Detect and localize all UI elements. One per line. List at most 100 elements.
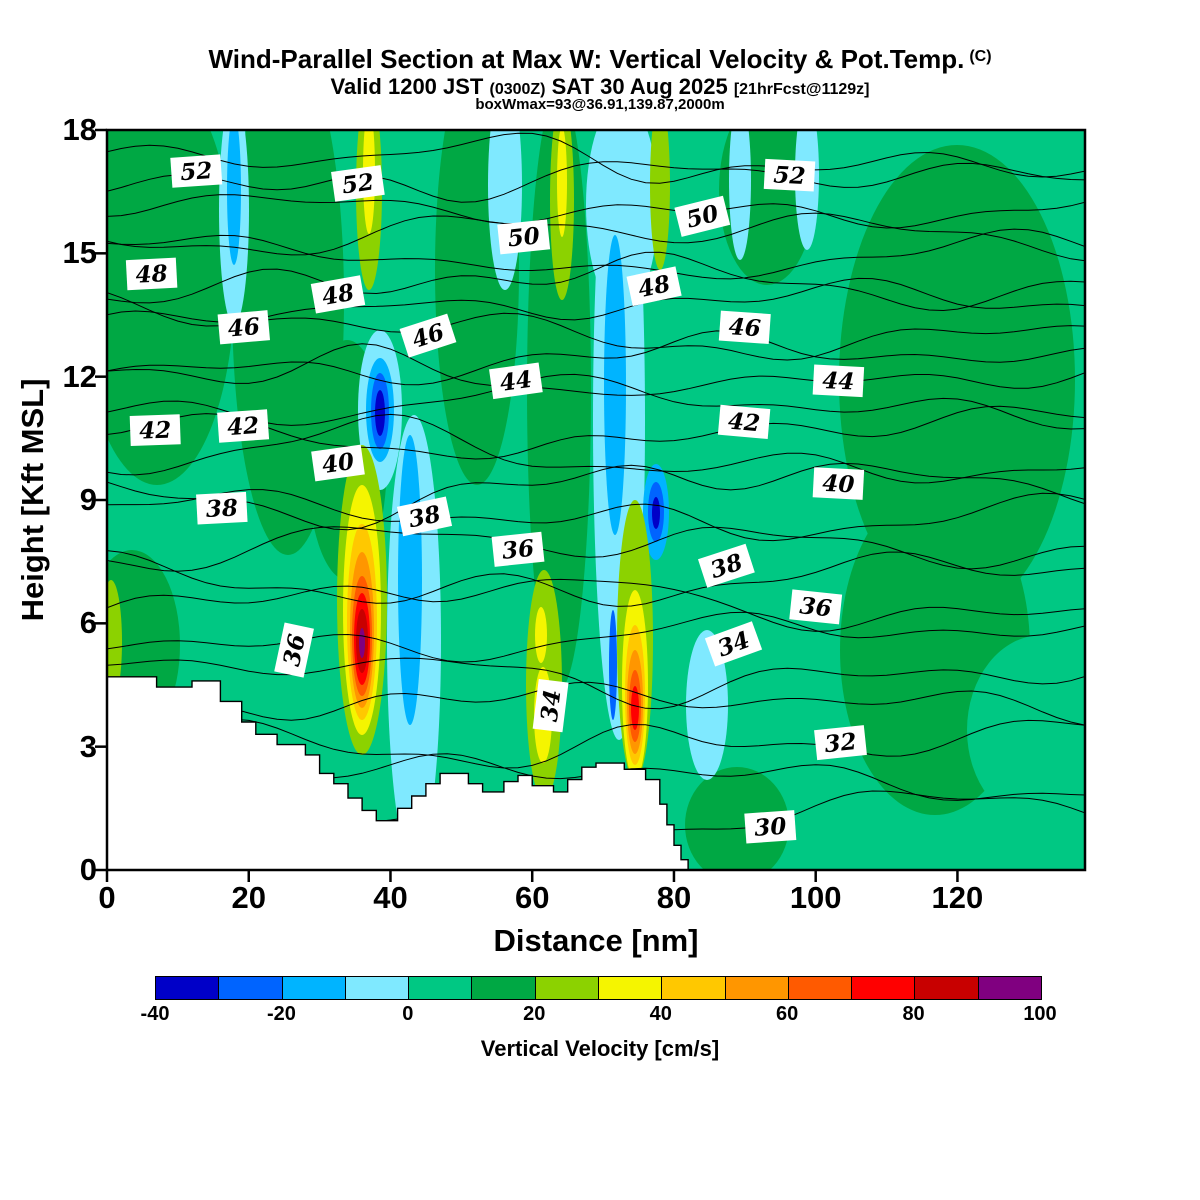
label-box <box>497 219 551 255</box>
colorbar <box>155 976 1042 1000</box>
y-tick-label: 0 <box>79 852 97 887</box>
label-box <box>491 531 545 567</box>
x-tick-label: 120 <box>931 880 984 915</box>
label-value: 48 <box>320 279 356 311</box>
label-box <box>396 496 453 537</box>
isotherm-line <box>107 343 1085 396</box>
x-tick-label: 20 <box>231 880 266 915</box>
isotherm-line <box>107 212 1085 262</box>
title-main: Wind-Parallel Section at Max W: Vertical… <box>208 44 965 74</box>
isotherm-label: 40 <box>812 467 865 500</box>
y-tick-label: 3 <box>79 728 97 764</box>
label-box <box>170 154 223 188</box>
isotherm-label: 40 <box>311 444 365 482</box>
label-value: 32 <box>823 728 858 758</box>
isotherm-line <box>107 611 1085 663</box>
isotherm-label: 32 <box>814 725 867 761</box>
label-box <box>704 621 763 667</box>
colorbar-segment <box>725 977 789 999</box>
label-box <box>331 165 385 202</box>
label-value: 46 <box>728 313 762 342</box>
label-value: 46 <box>227 313 261 343</box>
colorbar-segment <box>219 977 283 999</box>
label-box <box>489 362 543 400</box>
label-box <box>532 678 569 733</box>
label-box <box>812 364 865 398</box>
isotherm-label: 50 <box>674 195 731 237</box>
y-tick-label: 12 <box>62 358 97 394</box>
label-box <box>674 195 731 237</box>
colorbar-tick-label: -20 <box>266 1003 296 1025</box>
title-units-suffix: (C) <box>969 48 992 65</box>
label-value: 52 <box>179 157 213 186</box>
label-box <box>196 491 248 525</box>
isotherm-label: 42 <box>129 414 181 446</box>
isotherm-label: 38 <box>196 491 248 525</box>
label-value: 48 <box>135 260 168 289</box>
label-value: 36 <box>798 592 833 622</box>
label-value: 30 <box>753 813 787 842</box>
label-box <box>125 257 178 291</box>
x-tick-label: 0 <box>98 880 116 915</box>
colorbar-tick-label: 40 <box>649 1003 672 1025</box>
label-value: 38 <box>205 494 238 523</box>
label-value: 34 <box>536 688 567 723</box>
isotherm-line <box>107 578 1085 632</box>
isotherm-label: 36 <box>274 622 314 678</box>
colorbar-segment <box>662 977 726 999</box>
valid-time-line: Valid 1200 JST (0300Z) SAT 30 Aug 2025 [… <box>0 74 1200 100</box>
y-tick-label: 6 <box>79 605 97 641</box>
valid-date: SAT 30 Aug 2025 <box>545 74 734 99</box>
label-box <box>274 622 314 678</box>
label-value: 44 <box>822 367 855 396</box>
potential-temperature-isolines <box>107 132 1085 834</box>
isotherm-label: 46 <box>217 310 271 345</box>
isotherm-label: 52 <box>331 165 385 202</box>
isotherm-label: 36 <box>491 531 545 567</box>
colorbar-segment <box>915 977 979 999</box>
y-tick-label: 15 <box>62 235 97 271</box>
label-value: 40 <box>822 470 855 499</box>
isotherm-label: 48 <box>626 266 682 307</box>
isotherm-line <box>107 489 1085 542</box>
isotherm-label: 48 <box>125 257 178 291</box>
isotherm-line <box>107 413 1085 484</box>
y-tick-label: 18 <box>62 112 97 147</box>
y-tick-label: 9 <box>79 482 97 517</box>
isotherm-label: 46 <box>399 313 457 358</box>
colorbar-tick-label: 20 <box>523 1003 546 1025</box>
isotherm-label: 30 <box>744 810 797 844</box>
isotherm-label: 36 <box>789 589 843 625</box>
valid-time-prefix: Valid 1200 JST <box>330 74 490 99</box>
valid-time-utc: (0300Z) <box>489 81 546 98</box>
colorbar-segment <box>598 977 663 999</box>
colorbar-segment <box>852 977 916 999</box>
label-value: 36 <box>501 535 536 565</box>
isotherm-line <box>107 251 1085 312</box>
isotherm-line <box>107 526 1085 572</box>
label-box <box>217 409 270 443</box>
label-box <box>812 467 865 500</box>
x-tick-label: 80 <box>656 880 692 915</box>
page-title: Wind-Parallel Section at Max W: Vertical… <box>0 44 1200 75</box>
colorbar-segment <box>788 977 853 999</box>
max-w-annotation: boxWmax=93@36.91,139.87,2000m <box>475 96 725 113</box>
label-box <box>626 266 682 307</box>
label-value: 42 <box>727 408 761 438</box>
isotherm-label: 44 <box>489 362 543 400</box>
isotherm-line <box>107 405 1085 460</box>
label-value: 52 <box>773 161 806 190</box>
isotherm-label: 34 <box>532 678 569 733</box>
isotherm-line <box>107 132 1085 184</box>
label-value: 42 <box>139 417 172 445</box>
x-tick-label: 60 <box>514 880 550 915</box>
forecast-hour-tag: [21hrFcst@1129z] <box>733 81 870 98</box>
label-value: 44 <box>498 366 533 397</box>
isotherm-line <box>107 462 1085 531</box>
isotherm-label: 42 <box>217 409 270 443</box>
axis-ticks <box>95 128 959 882</box>
colorbar-label: Vertical Velocity [cm/s] <box>480 1036 720 1061</box>
label-value: 50 <box>506 222 541 252</box>
